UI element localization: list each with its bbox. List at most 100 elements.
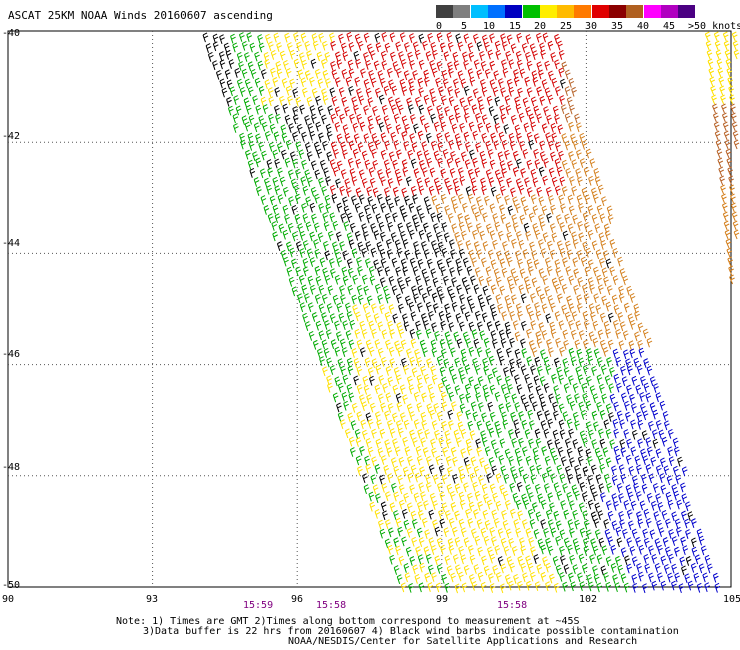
note-line-1: Note: 1) Times are GMT 2)Times along bot…: [116, 616, 580, 627]
wind-barb: [244, 149, 251, 160]
wind-barb: [520, 545, 527, 556]
wind-barb: [401, 159, 408, 169]
wind-barb: [592, 393, 599, 404]
wind-barb: [653, 383, 659, 393]
wind-barb: [506, 34, 513, 45]
wind-barb: [459, 393, 465, 404]
wind-barb: [609, 266, 615, 277]
wind-barb: [460, 151, 467, 162]
wind-barb: [558, 194, 564, 205]
wind-barb: [532, 76, 539, 87]
wind-barb: [457, 240, 463, 250]
wind-barb: [406, 403, 413, 414]
wind-barb: [336, 160, 343, 171]
wind-barb: [440, 391, 447, 402]
wind-barb: [598, 232, 605, 243]
wind-barb: [417, 258, 424, 269]
wind-barb: [430, 41, 437, 52]
wind-barb: [653, 511, 660, 521]
wind-barb: [393, 491, 400, 502]
wind-barb: [588, 429, 594, 440]
wind-barb: [588, 581, 594, 592]
wind-barb: [733, 49, 740, 60]
wind-barb: [651, 580, 658, 591]
wind-barb: [327, 285, 334, 296]
wind-barb: [582, 283, 588, 294]
wind-barb: [569, 500, 575, 511]
wind-barb: [362, 375, 369, 386]
wind-barb: [441, 474, 448, 485]
wind-barb: [532, 177, 539, 188]
wind-barb: [612, 248, 619, 258]
wind-barb: [464, 383, 471, 394]
wind-barb: [623, 500, 630, 510]
wind-barb: [357, 294, 364, 305]
wind-barb: [359, 394, 365, 405]
wind-barb: [506, 231, 513, 242]
wind-barb: [423, 122, 430, 133]
wind-barb: [467, 518, 474, 528]
wind-barb: [436, 132, 443, 143]
wind-barb: [418, 33, 425, 44]
wind-barb: [495, 500, 502, 511]
wind-barb: [430, 268, 437, 279]
wind-barb: [450, 151, 456, 161]
wind-barb: [406, 527, 413, 538]
wind-barb: [541, 446, 547, 456]
wind-barb: [600, 492, 606, 503]
wind-barb: [491, 536, 497, 547]
wind-barb: [417, 554, 424, 565]
wind-barb: [531, 250, 537, 260]
wind-barb: [418, 229, 425, 240]
wind-barb: [604, 528, 611, 539]
wind-barb: [606, 357, 612, 367]
wind-barb: [643, 382, 650, 393]
wind-barb: [527, 409, 534, 420]
wind-barb: [417, 428, 423, 439]
wind-barb: [436, 259, 443, 270]
wind-barb: [662, 537, 669, 547]
wind-barb: [353, 50, 360, 61]
wind-barb: [619, 321, 626, 332]
wind-barb: [527, 382, 534, 393]
wind-barb: [438, 311, 445, 321]
wind-barb: [719, 85, 725, 96]
wind-barb: [640, 448, 646, 459]
wind-barb: [449, 490, 456, 501]
wind-barb: [429, 492, 436, 503]
wind-barb: [529, 519, 536, 529]
wind-barb: [202, 32, 209, 43]
wind-barb: [587, 499, 594, 510]
wind-barb: [523, 401, 530, 412]
wind-barb: [454, 87, 461, 98]
wind-barb: [533, 259, 540, 270]
wind-barb: [508, 580, 514, 591]
wind-barb: [371, 133, 378, 143]
wind-barb: [502, 67, 509, 78]
wind-barb: [322, 69, 329, 80]
wind-barb: [371, 203, 378, 214]
wind-barb: [291, 204, 298, 215]
wind-barb: [531, 277, 538, 288]
wind-barb: [643, 554, 650, 564]
wind-barb: [300, 77, 307, 88]
wind-barb: [539, 376, 546, 386]
wind-barb: [401, 131, 407, 141]
wind-barb: [554, 185, 561, 196]
wind-barb: [376, 419, 382, 430]
wind-barb: [602, 346, 609, 357]
wind-barb: [712, 103, 718, 114]
wind-barb: [383, 85, 390, 96]
wind-barb: [446, 285, 453, 296]
wind-barb: [310, 58, 317, 69]
wind-barb: [398, 51, 404, 61]
wind-barb: [428, 464, 435, 475]
wind-barb: [326, 357, 332, 368]
wind-barb: [448, 68, 454, 78]
wind-barb: [483, 535, 490, 546]
wind-barb: [364, 455, 370, 466]
wind-barb: [409, 85, 415, 96]
wind-barb: [224, 69, 231, 80]
wind-barb: [477, 122, 484, 133]
wind-barb: [259, 168, 266, 179]
